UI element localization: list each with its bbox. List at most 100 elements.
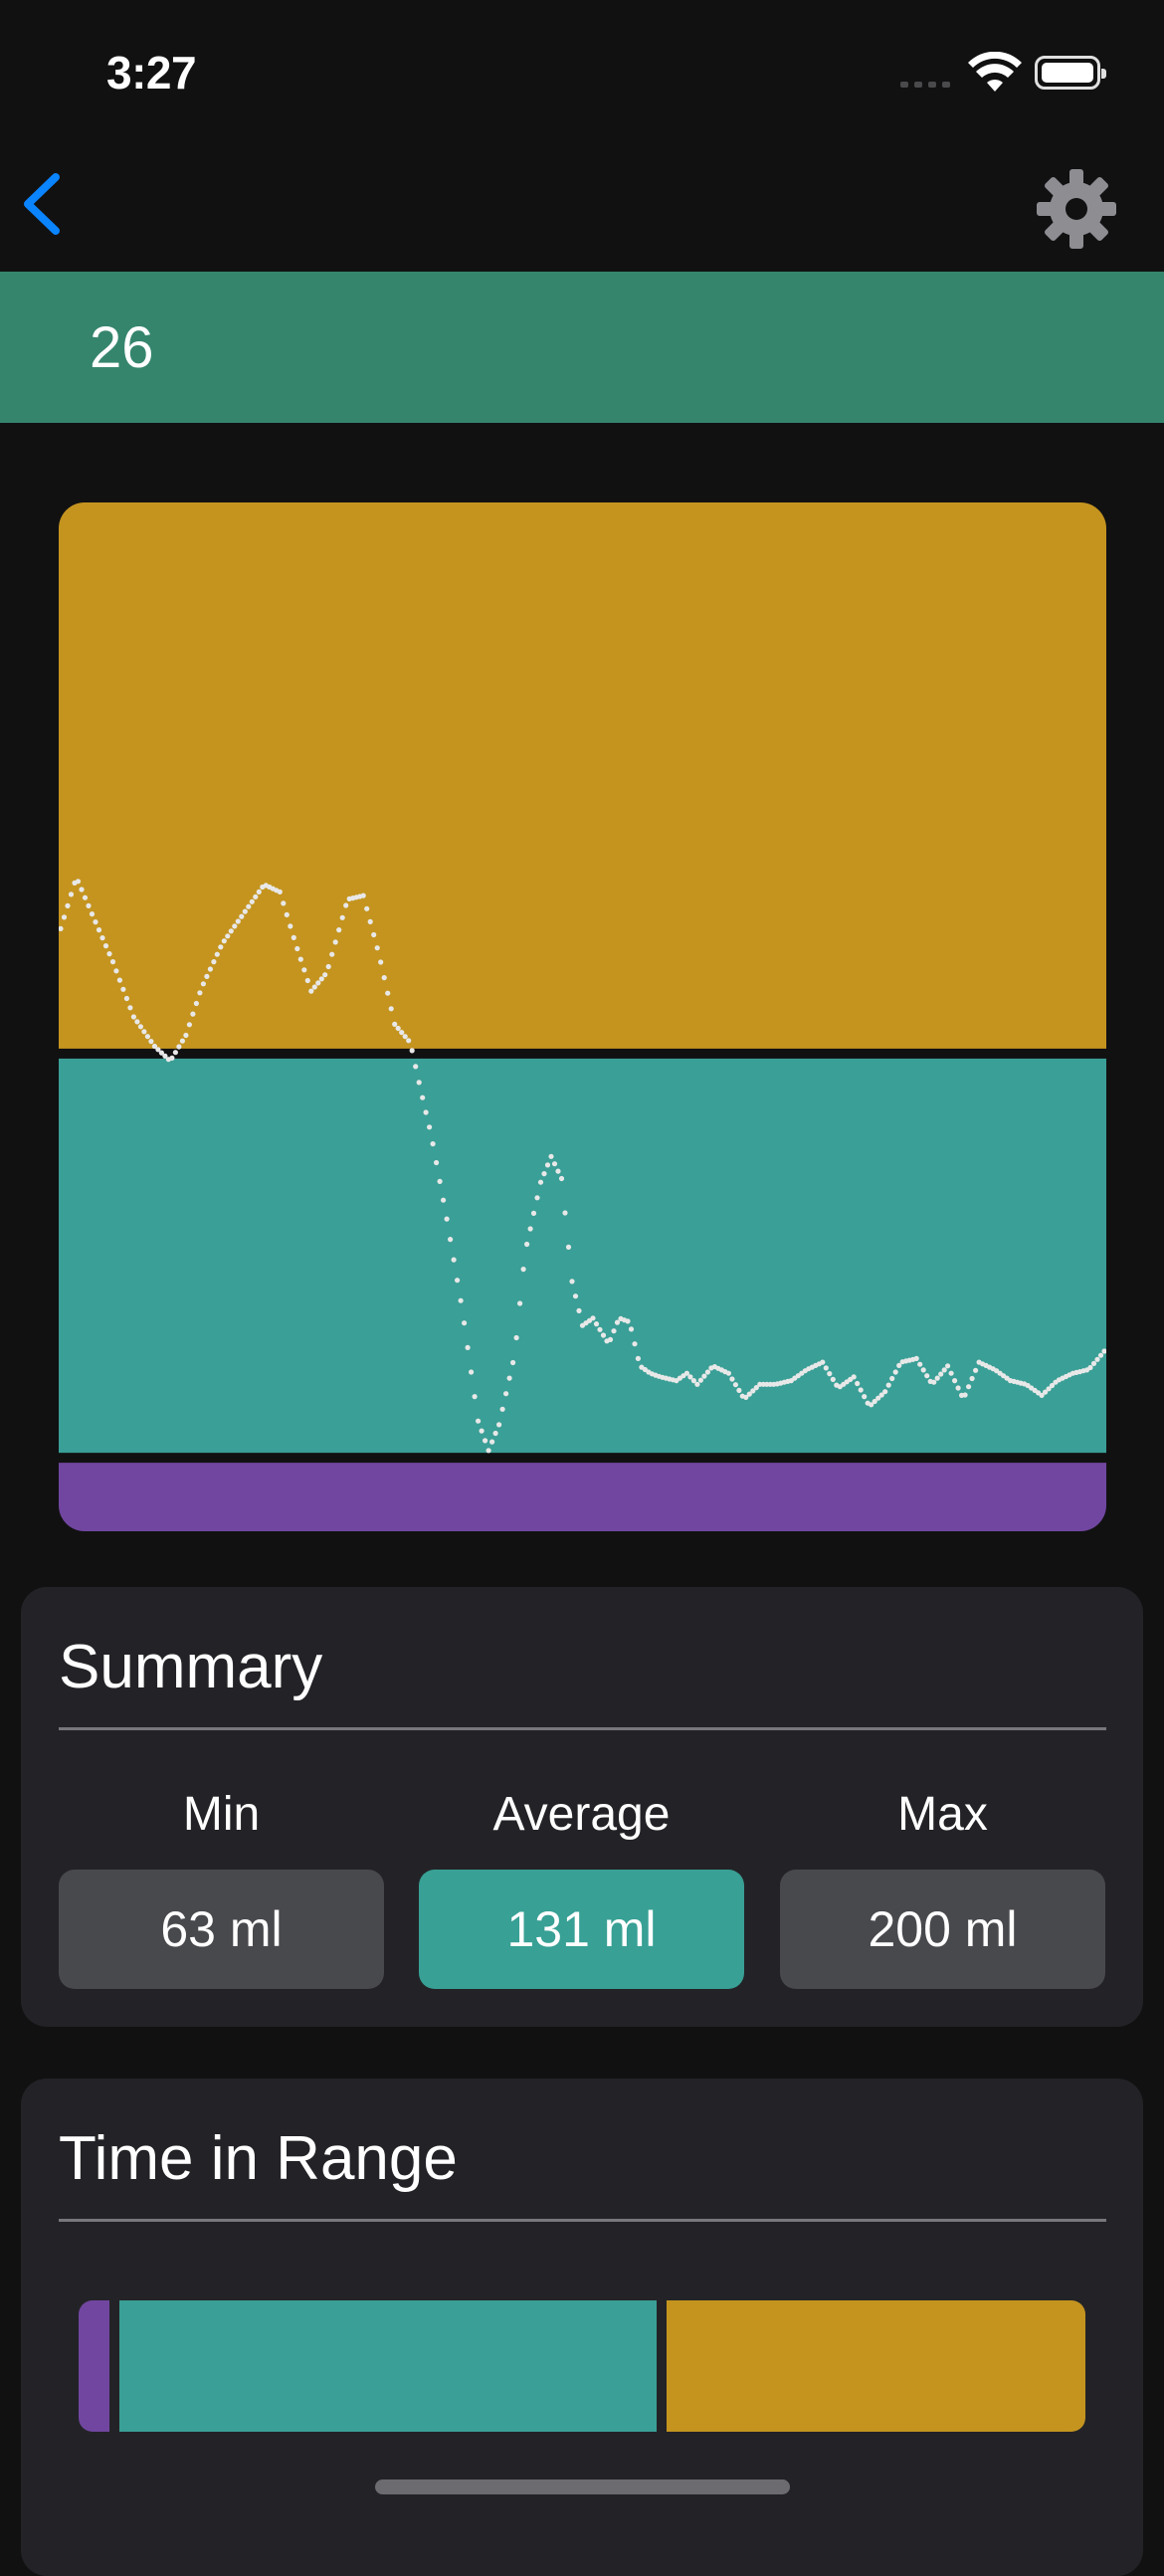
reading-dot	[322, 972, 328, 978]
reading-dot	[130, 1014, 136, 1020]
reading-dot	[590, 1315, 596, 1321]
reading-dot	[510, 1359, 516, 1366]
reading-dot	[635, 1355, 642, 1361]
reading-dot	[374, 945, 380, 951]
reading-dot	[458, 1297, 464, 1303]
reading-dot	[68, 892, 75, 897]
reading-dot	[1039, 1392, 1045, 1398]
reading-dot	[917, 1361, 923, 1367]
reading-dot	[109, 959, 116, 965]
reading-dot	[371, 931, 377, 938]
reading-dot	[973, 1367, 979, 1373]
reading-dot	[123, 995, 129, 1002]
reading-dot	[704, 1369, 711, 1375]
summary-title: Summary	[59, 1633, 323, 1701]
min-label: Min	[182, 1788, 261, 1841]
reading-dot	[399, 1030, 405, 1036]
reading-dot	[204, 973, 210, 979]
reading-dot	[476, 1418, 482, 1424]
reading-dot	[162, 1053, 168, 1059]
cellular-signal-icon	[900, 82, 954, 90]
reading-dot	[611, 1328, 617, 1334]
reading-dot	[489, 1439, 495, 1445]
reading-dot	[249, 898, 255, 904]
reading-dot	[200, 981, 206, 987]
reading-dot	[214, 951, 220, 957]
reading-dot	[896, 1362, 902, 1368]
reading-dot	[966, 1384, 972, 1390]
reading-dot	[690, 1378, 697, 1384]
reading-dot	[851, 1374, 857, 1380]
time-in-range-divider	[59, 2219, 1106, 2222]
reading-dot	[694, 1381, 700, 1387]
max-value: 200 ml	[780, 1870, 1105, 1989]
back-chevron-icon[interactable]	[18, 169, 68, 239]
reading-dot	[301, 967, 307, 973]
reading-dot	[297, 956, 303, 962]
reading-dot	[232, 923, 238, 929]
reading-dot	[444, 1216, 450, 1222]
reading-dot	[430, 1141, 436, 1147]
reading-dot	[343, 902, 349, 908]
reading-dot	[413, 1064, 419, 1070]
reading-dot	[938, 1371, 944, 1377]
reading-dot	[878, 1392, 884, 1398]
reading-dot	[555, 1168, 561, 1174]
reading-dot	[485, 1448, 491, 1454]
reading-dot	[729, 1376, 735, 1382]
reading-dot	[392, 1021, 398, 1027]
reading-dot	[246, 903, 252, 909]
settings-gear-icon[interactable]	[1035, 167, 1118, 251]
reading-dot	[141, 1029, 147, 1035]
reading-dot	[885, 1382, 891, 1388]
reading-dot	[61, 914, 68, 920]
reading-dot	[732, 1382, 739, 1388]
reading-dot	[534, 1195, 540, 1201]
reading-dot	[197, 990, 203, 996]
reading-dot	[551, 1161, 558, 1167]
reading-dot	[79, 887, 85, 892]
reading-dot	[169, 1055, 175, 1061]
reading-dot	[116, 977, 122, 983]
reading-dot	[537, 1179, 544, 1185]
reading-dot	[455, 1278, 461, 1284]
time-in-range-title: Time in Range	[59, 2124, 458, 2193]
reading-dot	[441, 1197, 447, 1203]
reading-dot	[99, 935, 105, 941]
reading-dot	[1049, 1382, 1056, 1389]
level-chart	[59, 502, 1106, 1531]
reading-dot	[364, 905, 370, 911]
reading-dot	[496, 1422, 502, 1428]
reading-dot	[253, 893, 259, 899]
reading-dot	[155, 1047, 161, 1053]
reading-dot	[395, 1025, 401, 1032]
reading-dot	[913, 1355, 919, 1361]
reading-dot	[948, 1370, 954, 1376]
reading-dot	[823, 1365, 829, 1371]
reading-dot	[144, 1034, 150, 1040]
reading-dot	[211, 959, 217, 965]
status-time: 3:27	[106, 47, 197, 99]
reading-dot	[89, 911, 96, 917]
reading-dot	[158, 1050, 164, 1056]
reading-dot	[367, 918, 373, 924]
reading-dot	[736, 1387, 742, 1393]
reading-dot	[360, 892, 366, 898]
reading-dot	[701, 1373, 707, 1379]
reading-dot	[969, 1375, 975, 1382]
reading-dot	[388, 1006, 394, 1012]
reading-dot	[448, 1237, 454, 1243]
reading-dot	[520, 1267, 526, 1273]
reading-dot	[416, 1080, 422, 1086]
reading-dot	[93, 919, 98, 925]
reading-dot	[687, 1374, 693, 1380]
reading-dot	[451, 1257, 457, 1263]
reading-dot	[239, 913, 245, 919]
reading-dot	[1097, 1352, 1104, 1358]
reading-dot	[614, 1319, 621, 1325]
reading-dot	[576, 1307, 582, 1313]
reading-dot	[288, 923, 293, 929]
reading-dot	[325, 963, 331, 970]
reading-dot	[256, 889, 262, 894]
reading-dot	[562, 1210, 568, 1216]
